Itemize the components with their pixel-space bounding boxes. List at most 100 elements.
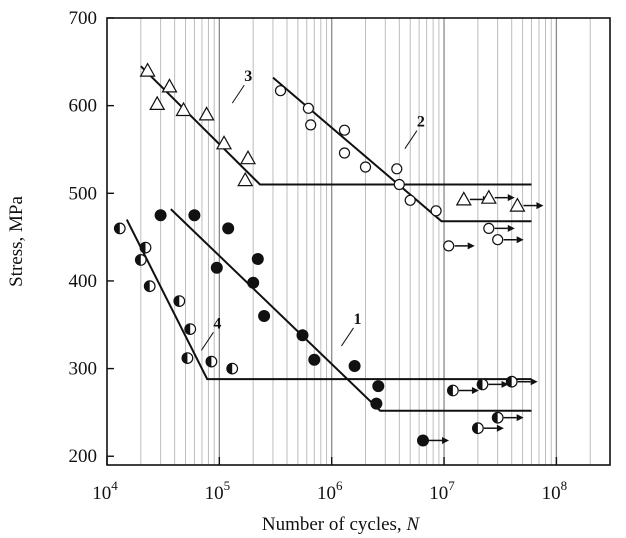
marker-half-circle-fill bbox=[506, 376, 512, 387]
marker-half-circle-fill bbox=[472, 422, 478, 434]
marker-open-circle bbox=[393, 178, 405, 191]
curve-label-3: 3 bbox=[244, 68, 252, 85]
data-point bbox=[139, 241, 152, 254]
y-axis-label: Stress, MPa bbox=[6, 196, 27, 287]
runout-arrow-head bbox=[442, 436, 450, 444]
data-point bbox=[338, 124, 351, 136]
data-point bbox=[471, 422, 484, 435]
marker-open-circle bbox=[274, 85, 287, 97]
curve-leader-1 bbox=[341, 327, 354, 347]
marker-open-circle bbox=[430, 205, 442, 217]
runout-arrow-head bbox=[471, 387, 479, 394]
marker-open-triangle bbox=[198, 106, 215, 121]
data-point bbox=[226, 362, 239, 375]
runout-arrow-head bbox=[507, 224, 515, 232]
marker-open-triangle bbox=[509, 197, 526, 212]
x-tick-base: 10 bbox=[317, 483, 336, 504]
x-tick-label: 104 bbox=[92, 478, 118, 504]
marker-filled-circle bbox=[370, 397, 383, 410]
data-point bbox=[222, 222, 235, 235]
x-tick-label: 107 bbox=[429, 478, 455, 504]
fit-line-4 bbox=[125, 219, 532, 381]
data-point bbox=[391, 163, 403, 175]
marker-open-triangle bbox=[239, 149, 257, 165]
data-point bbox=[205, 355, 218, 368]
marker-open-circle bbox=[391, 163, 403, 175]
data-point bbox=[509, 197, 526, 212]
marker-open-circle bbox=[359, 161, 372, 173]
fit-lines bbox=[125, 65, 532, 412]
marker-half-circle-fill bbox=[226, 363, 233, 374]
marker-half-circle-fill bbox=[174, 295, 180, 307]
marker-half-circle-fill bbox=[182, 352, 188, 364]
data-point bbox=[491, 411, 504, 424]
grid-lines bbox=[140, 18, 591, 465]
curve-leader-2 bbox=[404, 130, 418, 149]
marker-half-circle-fill bbox=[477, 379, 483, 390]
fit-line-3 bbox=[140, 65, 532, 186]
x-axis-label-symbol: N bbox=[405, 514, 420, 535]
data-point bbox=[505, 375, 518, 388]
data-point bbox=[393, 178, 405, 191]
data-point bbox=[483, 222, 495, 234]
curve-label-4: 4 bbox=[213, 315, 221, 332]
data-point bbox=[274, 85, 287, 97]
data-point bbox=[443, 240, 455, 252]
runout-arrow-head bbox=[536, 202, 544, 210]
data-point bbox=[188, 209, 201, 222]
marker-open-triangle bbox=[175, 101, 192, 117]
data-point bbox=[446, 384, 459, 397]
y-tick-label: 200 bbox=[69, 446, 98, 467]
data-point bbox=[139, 62, 156, 77]
marker-half-circle-fill bbox=[206, 356, 212, 367]
data-point bbox=[404, 194, 416, 206]
marker-filled-circle bbox=[188, 209, 201, 222]
data-point bbox=[247, 276, 260, 289]
curve-leader-4 bbox=[201, 332, 214, 351]
runout-arrow-head bbox=[467, 242, 475, 250]
marker-open-circle bbox=[404, 194, 416, 206]
marker-half-circle-fill bbox=[144, 280, 150, 292]
runout-arrow-head bbox=[516, 414, 524, 422]
data-points bbox=[113, 62, 544, 447]
data-point bbox=[175, 101, 192, 117]
x-tick-label: 106 bbox=[317, 478, 343, 504]
data-point bbox=[149, 95, 166, 111]
y-tick-label: 400 bbox=[69, 271, 98, 292]
data-point bbox=[302, 102, 314, 114]
data-point bbox=[492, 234, 504, 246]
runout-arrow-head bbox=[507, 194, 515, 202]
data-point bbox=[476, 378, 489, 391]
fit-line-1 bbox=[170, 208, 532, 412]
marker-filled-circle bbox=[308, 353, 321, 366]
marker-half-circle-fill bbox=[447, 385, 453, 396]
data-point bbox=[430, 205, 442, 217]
marker-filled-circle bbox=[348, 360, 361, 372]
x-axis-label: Number of cycles, N bbox=[262, 514, 421, 535]
data-point bbox=[181, 352, 194, 365]
data-point bbox=[143, 280, 156, 293]
marker-filled-circle bbox=[247, 276, 260, 289]
runout-arrow-head bbox=[516, 236, 524, 244]
x-tick-exponent: 8 bbox=[561, 478, 568, 493]
curve-label-1: 1 bbox=[353, 311, 361, 328]
data-point bbox=[173, 295, 186, 308]
data-point bbox=[210, 261, 223, 274]
x-tick-label: 108 bbox=[542, 478, 568, 504]
data-point bbox=[198, 106, 215, 121]
marker-open-triangle bbox=[237, 171, 254, 187]
data-point bbox=[338, 147, 351, 159]
y-tick-label: 600 bbox=[69, 96, 98, 117]
marker-open-triangle bbox=[480, 189, 497, 204]
marker-open-circle bbox=[305, 119, 317, 131]
marker-filled-circle bbox=[296, 329, 309, 342]
x-tick-exponent: 6 bbox=[336, 478, 343, 493]
curve-labels: 1 2 3 4 bbox=[201, 68, 425, 351]
marker-filled-circle bbox=[417, 434, 429, 447]
x-tick-base: 10 bbox=[429, 483, 448, 504]
data-point bbox=[215, 135, 233, 150]
y-tick-label: 300 bbox=[69, 359, 98, 380]
runout-arrow-head bbox=[496, 424, 504, 432]
